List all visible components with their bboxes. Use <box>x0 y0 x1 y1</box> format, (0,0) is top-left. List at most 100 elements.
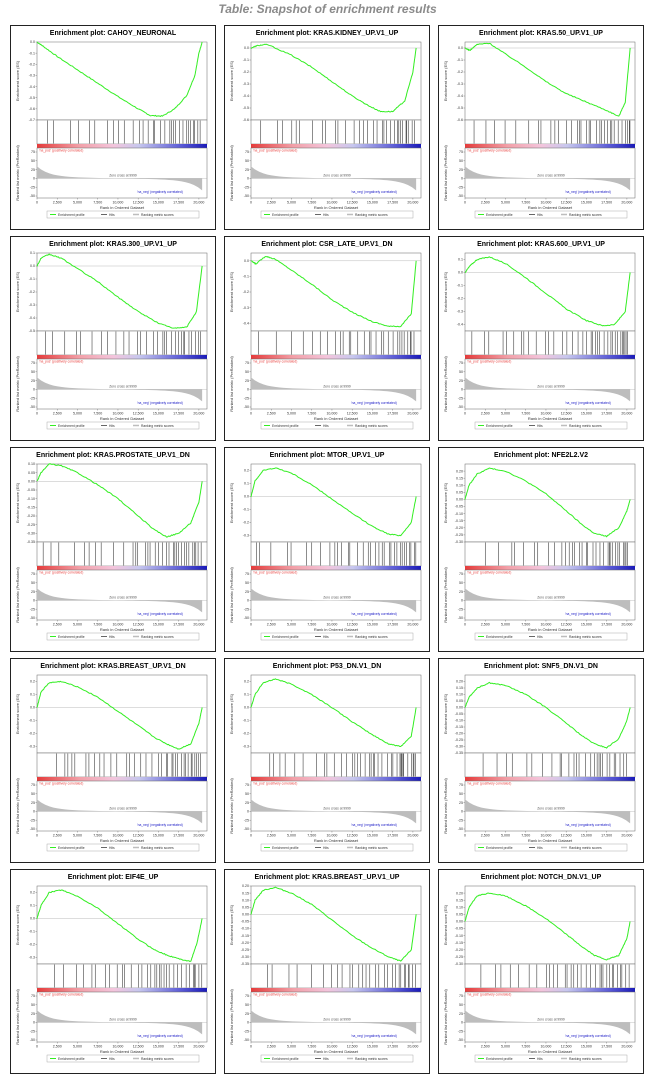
hits-band <box>36 541 208 567</box>
x-tick-label: 20,000 <box>193 623 204 627</box>
rank-y-tick-label: 75 <box>245 994 249 998</box>
hits-band <box>36 752 208 778</box>
rank-y-tick-label: 0 <box>33 1021 35 1025</box>
es-y-tick-label: -0.15 <box>27 506 35 510</box>
hits-band <box>464 330 636 356</box>
x-tick-label: 5,000 <box>287 412 296 416</box>
es-y-tick-label: 0.0 <box>244 495 249 499</box>
x-tick-label: 5,000 <box>73 412 82 416</box>
x-tick-label: 10,000 <box>326 623 337 627</box>
rank-y-tick-label: -25 <box>30 1029 35 1033</box>
legend-metric-label: Ranking metric scores <box>569 635 602 639</box>
es-y-axis-label: Enrichment score (ES) <box>443 693 448 734</box>
es-y-tick-label: -0.05 <box>241 920 249 924</box>
x-tick-label: 5,000 <box>287 1045 296 1049</box>
es-y-tick-label: -0.10 <box>27 497 35 501</box>
es-plot-frame <box>36 463 208 543</box>
rank-y-tick-label: 50 <box>31 1003 35 1007</box>
legend-metric-label: Ranking metric scores <box>355 1057 388 1061</box>
rank-y-tick-label: 0 <box>247 388 249 392</box>
es-y-tick-label: -0.5 <box>457 106 463 110</box>
rank-y-axis-label: Ranked list metric (PreRanked) <box>229 145 234 201</box>
rank-y-tick-label: 25 <box>31 379 35 383</box>
neg-correlated-label: 'na_neg' (negatively correlated) <box>351 190 397 194</box>
enrichment-profile-line <box>36 680 203 750</box>
rank-y-tick-label: 75 <box>245 572 249 576</box>
x-tick-label: 20,000 <box>621 412 632 416</box>
es-y-tick-label: -0.35 <box>241 962 249 966</box>
x-tick-label: 10,000 <box>326 412 337 416</box>
es-y-tick-label: -0.2 <box>243 521 249 525</box>
ranked-metric-frame <box>464 780 636 832</box>
x-tick-label: 7,500 <box>307 412 316 416</box>
enrichment-profile-line <box>464 42 631 117</box>
es-y-tick-label: -0.10 <box>241 927 249 931</box>
rank-y-tick-label: 75 <box>31 572 35 576</box>
legend-metric-label: Ranking metric scores <box>355 846 388 850</box>
es-y-tick-label: -0.1 <box>243 508 249 512</box>
es-plot-frame <box>250 252 422 332</box>
x-tick-label: 20,000 <box>407 412 418 416</box>
es-y-tick-label: -0.35 <box>455 751 463 755</box>
es-y-tick-label: 0.00 <box>456 920 463 924</box>
rank-y-tick-label: 50 <box>459 581 463 585</box>
x-tick-label: 2,500 <box>267 623 276 627</box>
enrichment-profile-line <box>250 678 417 748</box>
rank-y-tick-label: -50 <box>244 194 249 198</box>
es-y-tick-label: -0.30 <box>455 962 463 966</box>
rank-y-tick-label: 0 <box>461 599 463 603</box>
chart-title: Enrichment plot: P53_DN.V1_DN <box>273 663 382 670</box>
rank-y-tick-label: 50 <box>459 792 463 796</box>
x-tick-label: 0 <box>36 412 38 416</box>
legend-profile-label: Enrichment profile <box>272 846 299 850</box>
rank-y-tick-label: -25 <box>244 607 249 611</box>
x-tick-label: 17,500 <box>173 201 184 205</box>
x-tick-label: 12,500 <box>347 623 358 627</box>
legend-metric-label: Ranking metric scores <box>141 424 174 428</box>
x-tick-label: 7,500 <box>521 1045 530 1049</box>
x-tick-label: 5,000 <box>287 834 296 838</box>
es-y-tick-label: -0.20 <box>455 732 463 736</box>
hits-band <box>36 963 208 989</box>
enrichment-plot-panel: Enrichment plot: CAHOY_NEURONAL 0.0 -0.1 -0… <box>10 25 216 230</box>
enrichment-plot-panel: Enrichment plot: CSR_LATE_UP.V1_DN 0.0 -0.… <box>224 236 430 441</box>
rank-y-tick-label: 25 <box>245 168 249 172</box>
enrichment-plot-panel: Enrichment plot: NOTCH_DN.V1_UP 0.20 0.15 0… <box>438 869 644 1074</box>
legend-hits-label: Hits <box>537 846 543 850</box>
enrichment-plot: Enrichment plot: NOTCH_DN.V1_UP 0.20 0.15 0… <box>443 874 636 1063</box>
es-y-tick-label: 0.0 <box>244 259 249 263</box>
x-tick-label: 0 <box>464 834 466 838</box>
legend-hits-label: Hits <box>323 635 329 639</box>
zero-cross-label: Zero cross at 9999 <box>323 806 351 810</box>
x-tick-label: 7,500 <box>93 412 102 416</box>
chart-title: Enrichment plot: KRAS.600_UP.V1_UP <box>477 241 605 248</box>
es-y-tick-label: -0.25 <box>455 955 463 959</box>
enrichment-plot: Enrichment plot: KRAS.600_UP.V1_UP 0.1 0.0… <box>443 241 636 430</box>
x-tick-label: 20,000 <box>407 1045 418 1049</box>
ranking-color-bar <box>251 777 421 781</box>
es-y-tick-label: 0.10 <box>28 462 35 466</box>
x-tick-label: 2,500 <box>53 201 62 205</box>
rank-y-tick-label: -50 <box>458 194 463 198</box>
rank-y-tick-label: 0 <box>461 388 463 392</box>
es-y-axis-label: Enrichment score (ES) <box>443 482 448 523</box>
legend-metric-label: Ranking metric scores <box>141 846 174 850</box>
neg-correlated-label: 'na_neg' (negatively correlated) <box>565 401 611 405</box>
rank-y-tick-label: 75 <box>459 572 463 576</box>
enrichment-profile-line <box>250 255 417 328</box>
enrichment-plot-panel: Enrichment plot: SNF5_DN.V1_DN 0.20 0.15 0.… <box>438 658 644 863</box>
zero-cross-label: Zero cross at 9999 <box>537 1017 565 1021</box>
enrichment-plot: Enrichment plot: SNF5_DN.V1_DN 0.20 0.15 0.… <box>443 663 636 852</box>
hits-group <box>54 964 203 988</box>
x-tick-label: 20,000 <box>193 412 204 416</box>
neg-correlated-label: 'na_neg' (negatively correlated) <box>351 1034 397 1038</box>
legend-hits-label: Hits <box>323 424 329 428</box>
es-y-tick-label: 0.05 <box>28 471 35 475</box>
x-tick-label: 7,500 <box>307 834 316 838</box>
es-y-tick-label: -0.3 <box>29 303 35 307</box>
es-y-tick-label: -0.05 <box>455 927 463 931</box>
rank-y-tick-label: 50 <box>245 370 249 374</box>
rank-y-tick-label: 50 <box>31 792 35 796</box>
es-y-tick-label: -0.15 <box>455 519 463 523</box>
x-tick-label: 2,500 <box>267 412 276 416</box>
